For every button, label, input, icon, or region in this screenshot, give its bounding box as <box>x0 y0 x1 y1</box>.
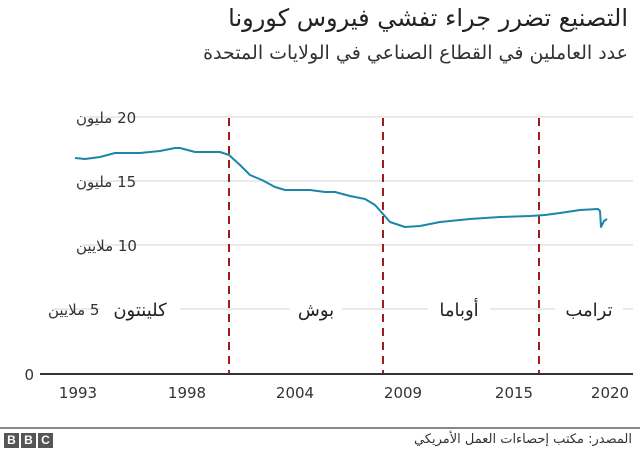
x-axis-labels: 1993 1998 2004 2009 2015 2020 <box>59 384 629 402</box>
bbc-logo-letter: B <box>21 433 36 448</box>
x-tick-2009: 2009 <box>384 384 422 402</box>
x-tick-2020: 2020 <box>591 384 629 402</box>
chart-subtitle: عدد العاملين في القطاع الصناعي في الولاي… <box>203 42 628 64</box>
era-label-clinton: كلينتون <box>113 300 167 321</box>
x-tick-1998: 1998 <box>168 384 206 402</box>
era-label-obama: أوباما <box>439 298 478 321</box>
bbc-logo-letter: B <box>4 433 19 448</box>
bbc-logo: B B C <box>4 433 53 448</box>
era-label-trump: ترامب <box>565 300 612 321</box>
footer-divider <box>0 427 640 429</box>
era-label-bush: بوش <box>298 300 334 321</box>
line-chart: 20 مليون 15 مليون 10 ملايين 5 ملايين 0 ك… <box>24 109 633 402</box>
gridlines <box>53 116 633 310</box>
source-note: المصدر: مكتب إحصاءات العمل الأمريكي <box>413 432 632 447</box>
era-labels: كلينتون بوش أوباما ترامب <box>113 298 612 321</box>
y-tick-5: 5 ملايين <box>48 301 99 319</box>
x-tick-2004: 2004 <box>276 384 314 402</box>
x-tick-2015: 2015 <box>495 384 533 402</box>
y-axis-labels: 20 مليون 15 مليون 10 ملايين 5 ملايين 0 <box>24 109 137 384</box>
y-tick-10: 10 ملايين <box>76 237 137 255</box>
era-label-backgrounds <box>100 296 623 322</box>
chart-title: التصنيع تضرر جراء تفشي فيروس كورونا <box>228 4 628 32</box>
era-dividers <box>228 118 540 374</box>
y-tick-15: 15 مليون <box>76 173 136 191</box>
y-tick-0: 0 <box>24 366 34 384</box>
bbc-logo-letter: C <box>38 433 53 448</box>
y-tick-20: 20 مليون <box>76 109 136 127</box>
x-tick-1993: 1993 <box>59 384 97 402</box>
manufacturing-employment-line <box>74 147 608 228</box>
